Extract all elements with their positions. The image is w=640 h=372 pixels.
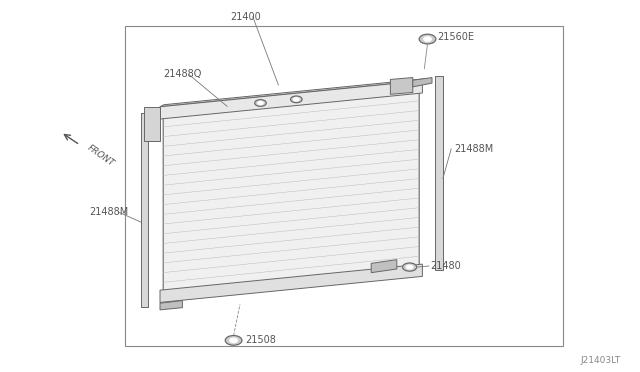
Polygon shape: [141, 113, 148, 307]
Polygon shape: [413, 77, 432, 87]
Circle shape: [419, 34, 436, 44]
Text: 21480: 21480: [431, 261, 461, 271]
Circle shape: [291, 96, 302, 103]
Circle shape: [406, 265, 413, 269]
Text: 21488M: 21488M: [90, 207, 129, 217]
Polygon shape: [160, 78, 426, 107]
Circle shape: [230, 338, 237, 343]
Text: 21400: 21400: [230, 12, 261, 22]
Text: 21560E: 21560E: [437, 32, 474, 42]
Polygon shape: [160, 81, 422, 119]
Text: 21488M: 21488M: [454, 144, 493, 154]
Circle shape: [294, 98, 299, 101]
Polygon shape: [371, 260, 397, 273]
Polygon shape: [144, 107, 160, 141]
Polygon shape: [163, 91, 419, 292]
Circle shape: [424, 37, 431, 41]
Polygon shape: [160, 301, 182, 310]
Circle shape: [225, 336, 242, 345]
Text: FRONT: FRONT: [85, 143, 115, 168]
Circle shape: [258, 102, 263, 105]
Bar: [125, 26, 563, 346]
Text: 21488Q: 21488Q: [163, 70, 202, 79]
Circle shape: [403, 263, 417, 271]
Text: 21508: 21508: [245, 336, 276, 345]
Polygon shape: [390, 77, 413, 94]
Circle shape: [255, 100, 266, 106]
Text: J21403LT: J21403LT: [580, 356, 621, 365]
Polygon shape: [160, 264, 422, 302]
Polygon shape: [435, 76, 443, 270]
